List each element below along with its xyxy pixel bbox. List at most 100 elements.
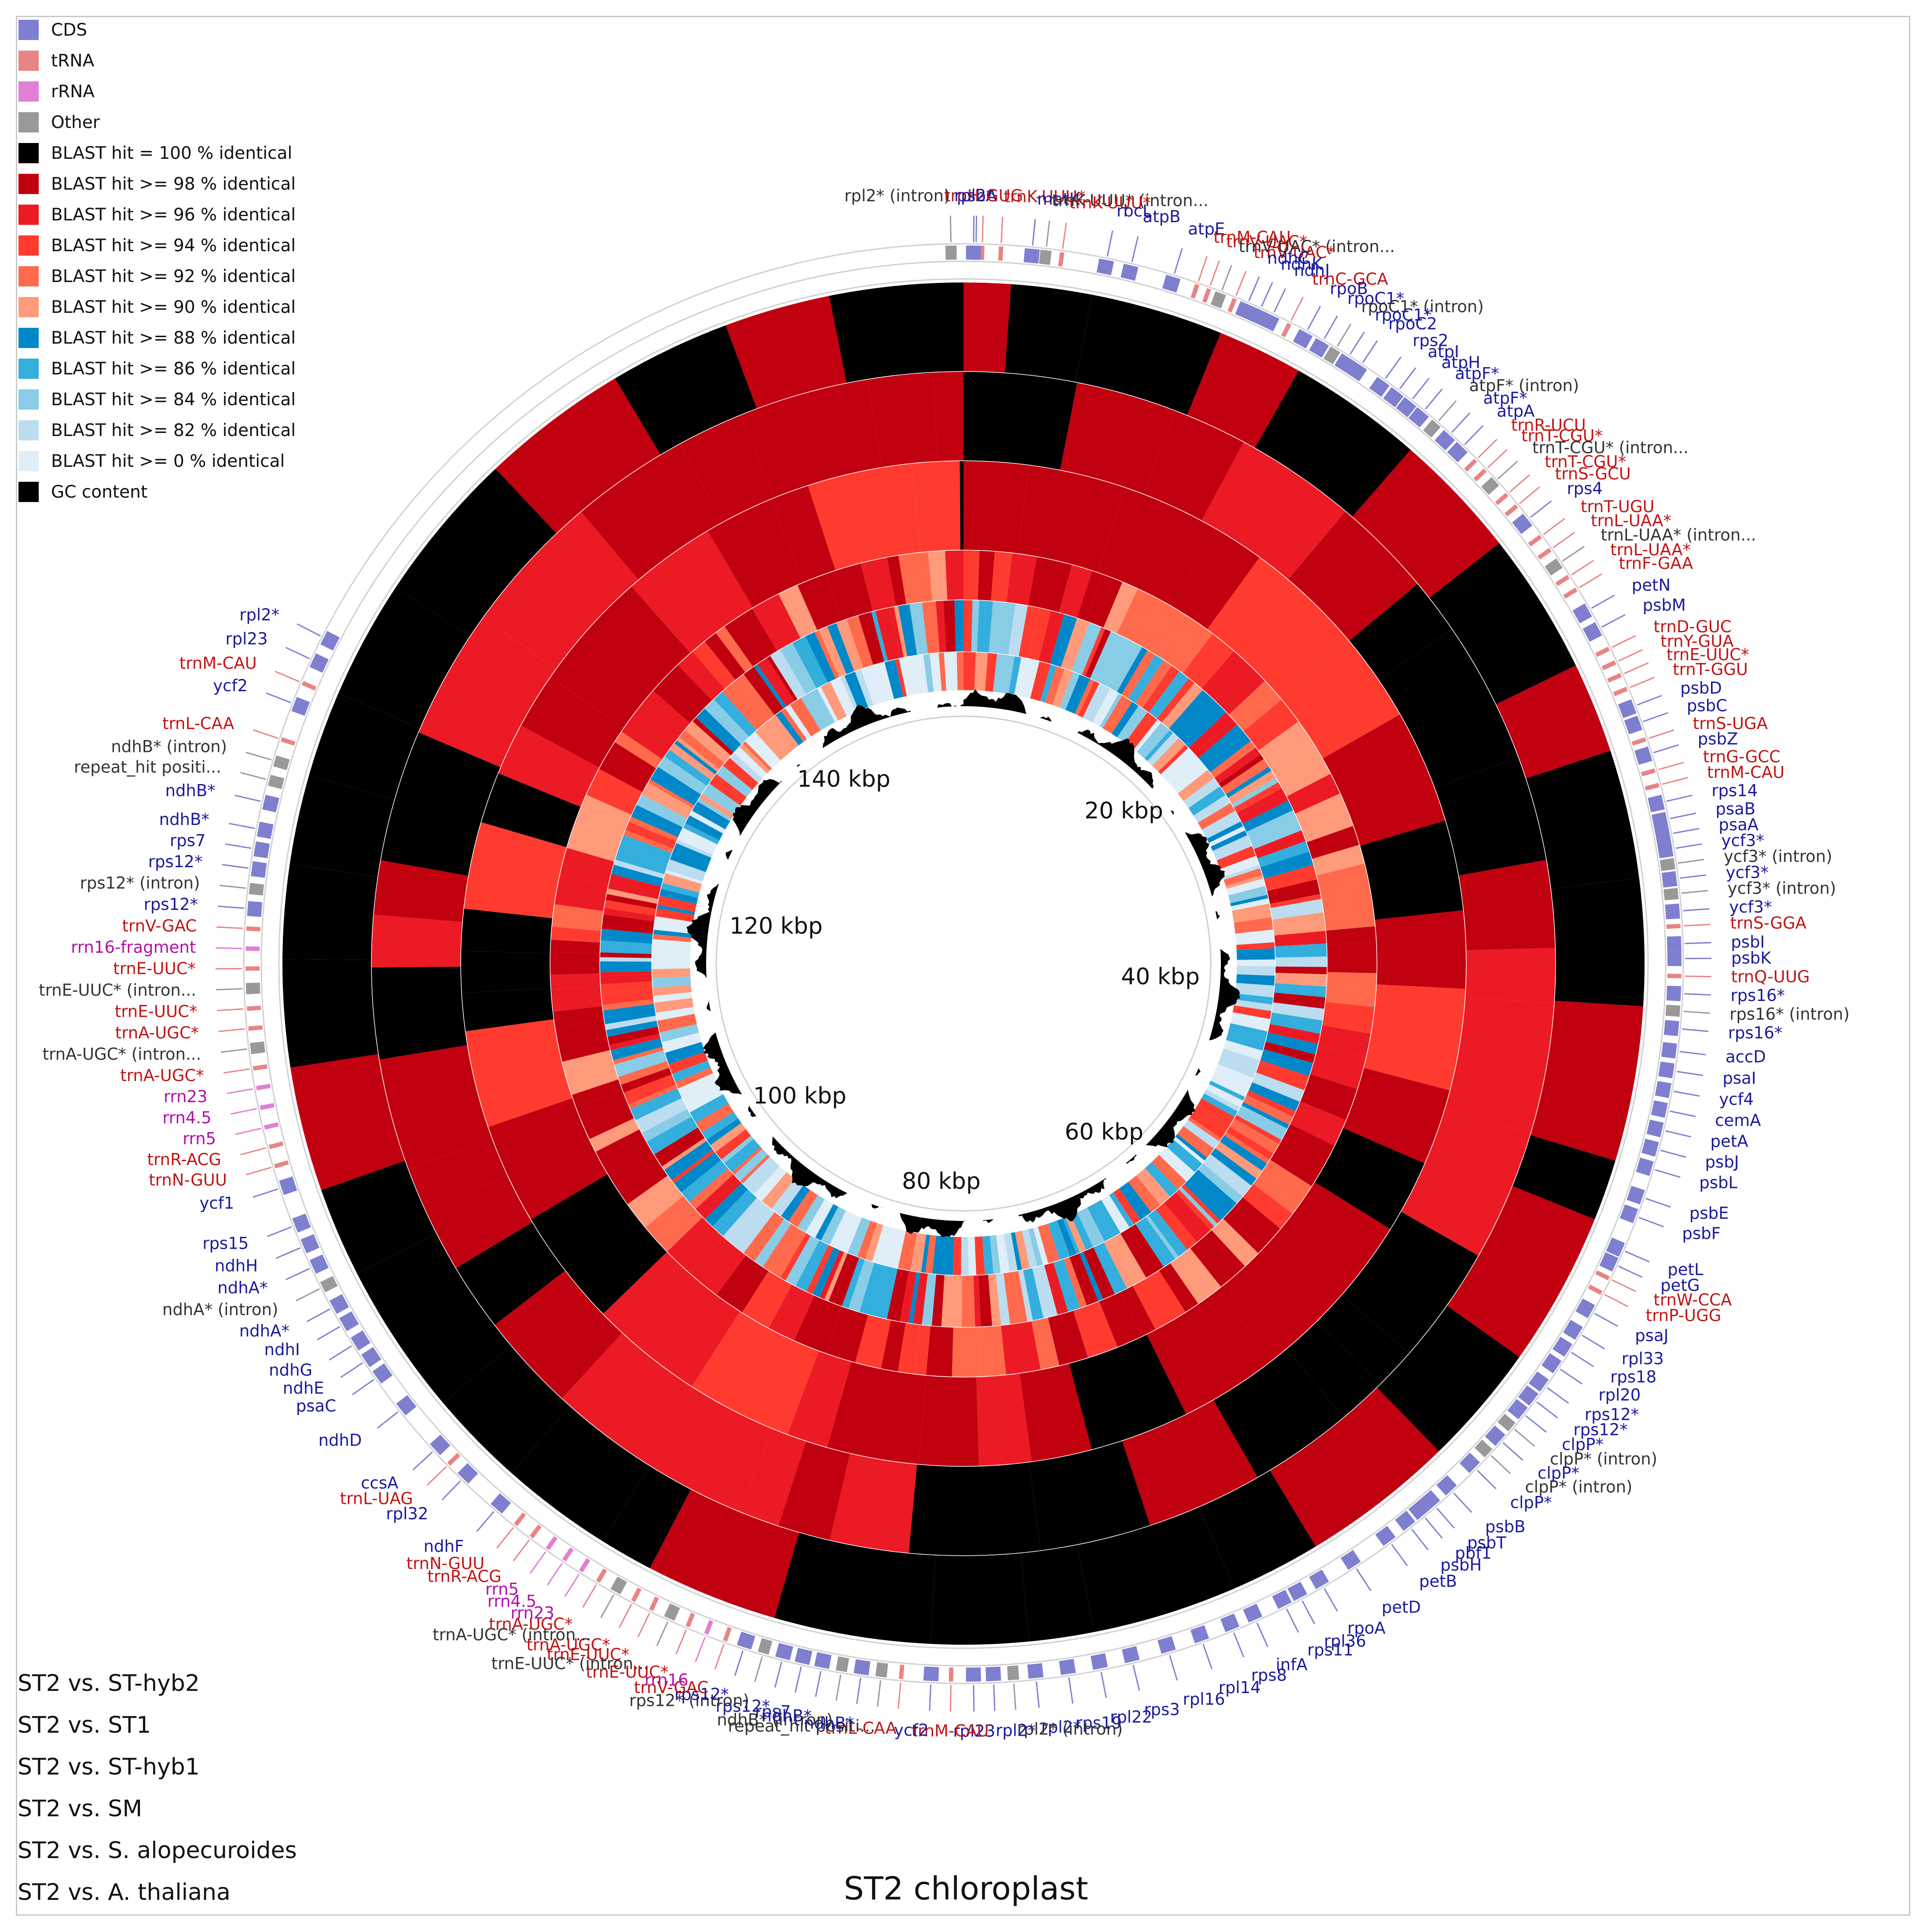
legend-item: BLAST hit >= 92 % identical xyxy=(18,263,296,290)
feature-block xyxy=(1210,291,1226,308)
blast-hit-segment xyxy=(605,1015,657,1030)
blast-hit-segment xyxy=(1193,795,1231,823)
legend-label: tRNA xyxy=(51,51,95,71)
blast-hit-segment xyxy=(1236,1105,1287,1140)
blast-hit-segment xyxy=(859,1262,886,1316)
gene-leader-line xyxy=(216,926,243,929)
blast-hit-segment xyxy=(1378,629,1518,788)
blast-hit-segment xyxy=(1294,793,1353,843)
blast-hit-segment xyxy=(1189,1111,1226,1139)
blast-hit-segment xyxy=(668,1052,709,1074)
blast-hit-segment xyxy=(1078,681,1099,719)
gene-leader-line xyxy=(297,623,321,637)
blast-hit-segment xyxy=(1109,1233,1147,1285)
legend-item: BLAST hit >= 82 % identical xyxy=(18,417,296,444)
blast-hit-segment xyxy=(1006,553,1037,606)
gene-leader-line xyxy=(352,1379,374,1396)
blast-hit-segment xyxy=(1182,634,1234,689)
blast-hit-segment xyxy=(634,1094,683,1120)
gene-name: trnA-UGC* xyxy=(489,1615,572,1634)
legend-swatch xyxy=(18,482,39,502)
blast-hit-segment xyxy=(928,550,948,602)
gene-leader-line xyxy=(1286,1608,1299,1633)
gene-leader-line xyxy=(441,1480,461,1500)
blast-hit-segment xyxy=(1230,1012,1270,1032)
blast-hit-segment xyxy=(873,662,894,703)
blast-hit-segment xyxy=(1000,1233,1010,1272)
gene-label: trnS-UGA xyxy=(1649,714,1768,739)
gene-label: trnL-UAA* xyxy=(1553,511,1671,548)
gene-name: trnV-GAC xyxy=(634,1678,709,1697)
blast-hit-segment xyxy=(652,951,691,958)
gene-name: ycf3* xyxy=(1729,898,1772,917)
gene-leader-line xyxy=(266,692,291,704)
blast-hit-segment xyxy=(1124,1223,1164,1275)
blast-hit-segment xyxy=(898,604,917,657)
gene-leader-line xyxy=(600,1594,615,1618)
blast-hit-segment xyxy=(631,531,753,654)
blast-hit-segment xyxy=(875,608,901,662)
blast-hit-segment xyxy=(961,600,964,653)
gene-leader-line xyxy=(1307,306,1321,330)
blast-hit-segment xyxy=(1274,943,1327,958)
gene-name: trnT-CGU* xyxy=(1545,452,1626,471)
gene-name: petN xyxy=(1632,576,1671,595)
gene-name: trnD-GUC xyxy=(1653,617,1731,636)
blast-hit-segment xyxy=(664,750,712,786)
blast-hit-segment xyxy=(974,1235,985,1275)
blast-hit-segment xyxy=(653,934,692,942)
feature-block xyxy=(898,1664,905,1679)
gene-leader-line xyxy=(982,216,984,242)
feature-block xyxy=(1395,1510,1416,1531)
blast-hit-segment xyxy=(1326,942,1377,973)
feature-block xyxy=(1583,622,1602,642)
gene-leader-line xyxy=(774,1661,783,1688)
figure-frame xyxy=(16,16,1910,1916)
gene-label: rps7 xyxy=(755,1666,802,1721)
gene-name: rpoC1* xyxy=(1375,306,1432,325)
feature-block xyxy=(814,1652,832,1669)
blast-hit-segment xyxy=(696,708,742,753)
blast-hit-segment xyxy=(642,1108,692,1142)
gene-label: ycf4 xyxy=(1673,1090,1754,1109)
blast-hit-segment xyxy=(1103,582,1138,634)
blast-hit-segment xyxy=(1320,547,1418,642)
gene-name: trnQ-UUG xyxy=(1731,967,1810,986)
gene-name: rpoC1* (intron) xyxy=(1361,297,1484,316)
blast-hit-segment xyxy=(1014,657,1029,697)
blast-hit-segment xyxy=(290,1054,406,1191)
blast-hit-segment xyxy=(1363,984,1465,1090)
blast-hit-segment xyxy=(1217,1243,1334,1360)
blast-hit-segment xyxy=(689,810,726,834)
blast-hit-segment xyxy=(685,726,728,763)
blast-hit-segment xyxy=(495,378,661,534)
blast-hit-segment xyxy=(551,926,602,943)
blast-hit-segment xyxy=(637,691,691,741)
gene-name: trnT-GGU xyxy=(1673,660,1748,679)
blast-hit-segment xyxy=(767,715,799,752)
blast-hit-segment xyxy=(827,623,855,675)
gene-name: trnT-CGU* xyxy=(1521,426,1603,445)
gene-name: psbH xyxy=(1440,1556,1482,1575)
gene-name: repeat_hit positi... xyxy=(74,758,221,777)
gene-name: rpl2* xyxy=(996,1721,1036,1740)
gene-label: rrn4.5 xyxy=(162,1108,257,1127)
feature-block xyxy=(273,755,290,770)
gene-name: trnE-UUC* xyxy=(115,1002,198,1021)
blast-hit-segment xyxy=(652,976,692,988)
gene-label: ndhD xyxy=(319,1411,399,1450)
gene-name: ycf3* xyxy=(1726,863,1769,882)
gene-leader-line xyxy=(1624,662,1649,675)
feature-block xyxy=(1227,298,1237,313)
gene-label: rps3 xyxy=(1132,1664,1180,1719)
feature-block xyxy=(1563,1320,1583,1340)
gene-leader-line xyxy=(1273,288,1286,313)
gene-label: atpF* xyxy=(1425,364,1499,410)
gene-leader-line xyxy=(216,988,243,990)
gene-label: psbA xyxy=(957,186,997,242)
blast-hit-segment xyxy=(605,894,658,909)
blast-hit-segment xyxy=(601,981,653,993)
feature-block xyxy=(875,1662,888,1678)
blast-hit-segment xyxy=(600,971,652,976)
gene-label: pbf1 xyxy=(1425,1518,1492,1563)
